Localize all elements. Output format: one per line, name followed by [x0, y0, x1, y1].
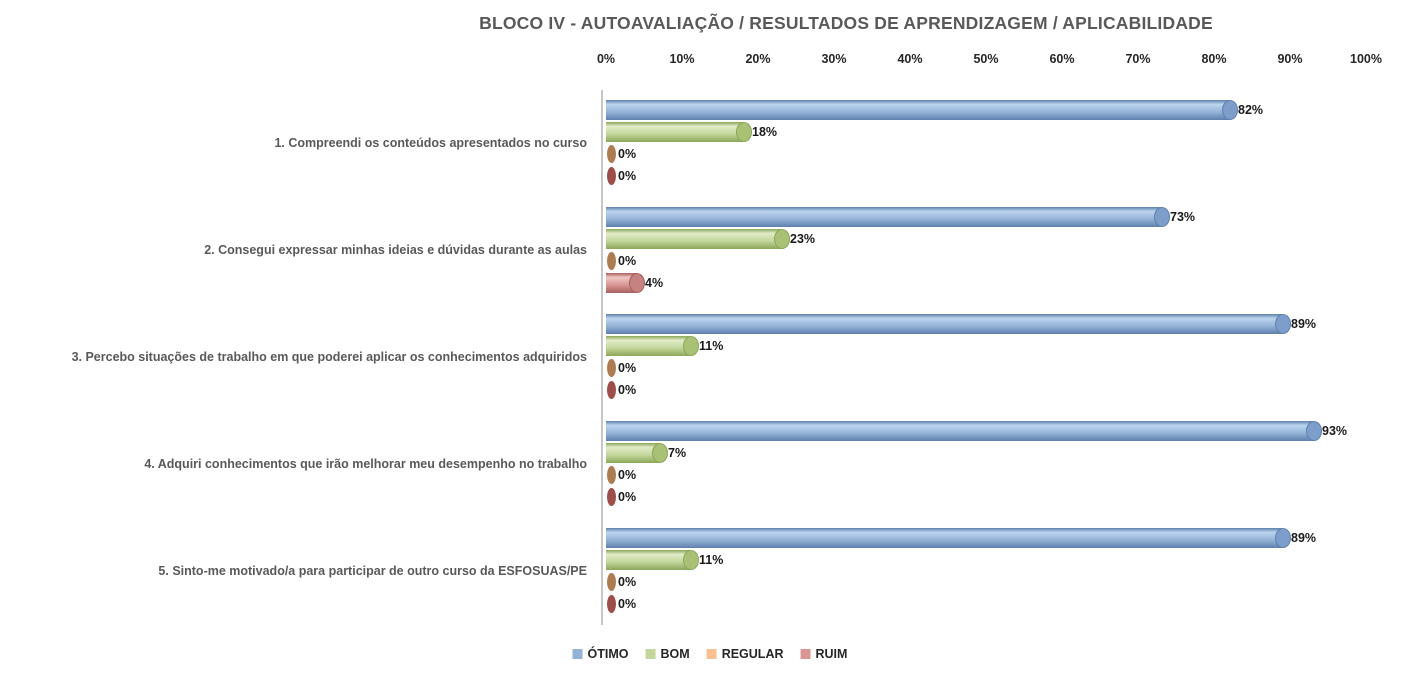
bar-bom [606, 550, 699, 570]
legend-item: REGULAR [706, 647, 784, 661]
category-label: 1. Compreendi os conteúdos apresentados … [274, 136, 587, 150]
zero-bar-cap [607, 573, 616, 591]
x-axis-tick-label: 70% [1125, 52, 1151, 66]
chart-title: BLOCO IV - AUTOAVALIAÇÃO / RESULTADOS DE… [479, 13, 1213, 33]
legend-label: REGULAR [721, 647, 784, 661]
zero-bar-cap [607, 381, 616, 399]
data-label: 18% [752, 125, 778, 139]
data-label: 23% [790, 232, 816, 246]
category-axis-line [601, 90, 603, 625]
bar-end-cap [1275, 528, 1291, 548]
x-axis-tick-label: 50% [973, 52, 999, 66]
bar-ótimo [606, 314, 1291, 334]
x-axis-tick-label: 60% [1049, 52, 1075, 66]
bar-bom [606, 229, 790, 249]
zero-bar-cap [607, 595, 616, 613]
data-label: 0% [618, 575, 637, 589]
bar-end-cap [1275, 314, 1291, 334]
legend-swatch [800, 649, 811, 659]
bar-end-cap [1222, 100, 1238, 120]
legend-label: BOM [660, 647, 690, 661]
legend-item: BOM [645, 647, 690, 661]
category-label: 4. Adquiri conhecimentos que irão melhor… [144, 457, 587, 471]
bar-end-cap [683, 336, 699, 356]
bar-ótimo [606, 528, 1291, 548]
zero-bar-cap [607, 488, 616, 506]
bar-end-cap [1306, 421, 1322, 441]
data-label: 0% [618, 169, 637, 183]
legend-item: ÓTIMO [572, 647, 629, 661]
bar-ótimo [606, 207, 1170, 227]
x-axis-tick-label: 100% [1350, 52, 1382, 66]
zero-bar-cap [607, 145, 616, 163]
bar-end-cap [683, 550, 699, 570]
data-label: 0% [618, 254, 637, 268]
x-axis-tick-label: 40% [897, 52, 923, 66]
x-axis-tick-label: 20% [745, 52, 771, 66]
data-label: 89% [1291, 317, 1317, 331]
data-label: 0% [618, 361, 637, 375]
data-label: 7% [668, 446, 687, 460]
x-axis-tick-label: 0% [596, 52, 616, 66]
zero-bar-cap [607, 359, 616, 377]
data-label: 73% [1170, 210, 1196, 224]
category-label: 3. Percebo situações de trabalho em que … [71, 350, 587, 364]
data-label: 0% [618, 147, 637, 161]
bar-end-cap [1154, 207, 1170, 227]
bar-end-cap [629, 273, 645, 293]
data-label: 0% [618, 468, 637, 482]
bar-bom [606, 122, 752, 142]
x-axis-tick-label: 10% [669, 52, 695, 66]
data-label: 89% [1291, 531, 1317, 545]
data-label: 93% [1322, 424, 1348, 438]
zero-bar-cap [607, 167, 616, 185]
bar-ótimo [606, 421, 1322, 441]
data-label: 82% [1238, 103, 1264, 117]
legend-swatch [645, 649, 656, 659]
zero-bar-cap [607, 252, 616, 270]
data-label: 4% [645, 276, 664, 290]
category-label: 5. Sinto-me motivado/a para participar d… [158, 564, 587, 578]
data-label: 0% [618, 597, 637, 611]
legend-label: ÓTIMO [587, 647, 629, 661]
data-label: 11% [699, 553, 724, 567]
x-axis-tick-label: 80% [1201, 52, 1227, 66]
category-label: 2. Consegui expressar minhas ideias e dú… [204, 243, 587, 257]
bar-bom [606, 336, 699, 356]
bar-end-cap [652, 443, 668, 463]
bar-end-cap [736, 122, 752, 142]
x-axis-tick-label: 30% [821, 52, 847, 66]
legend-label: RUIM [815, 647, 848, 661]
data-label: 0% [618, 490, 637, 504]
data-label: 0% [618, 383, 637, 397]
data-label: 11% [699, 339, 724, 353]
bar-bom [606, 443, 668, 463]
legend-item: RUIM [800, 647, 848, 661]
bar-ótimo [606, 100, 1238, 120]
legend: ÓTIMO BOM REGULAR RUIM [572, 647, 848, 661]
bar-end-cap [774, 229, 790, 249]
zero-bar-cap [607, 466, 616, 484]
legend-swatch [572, 649, 583, 659]
legend-swatch [706, 649, 717, 659]
bar-ruim [606, 273, 645, 293]
x-axis-tick-label: 90% [1277, 52, 1303, 66]
